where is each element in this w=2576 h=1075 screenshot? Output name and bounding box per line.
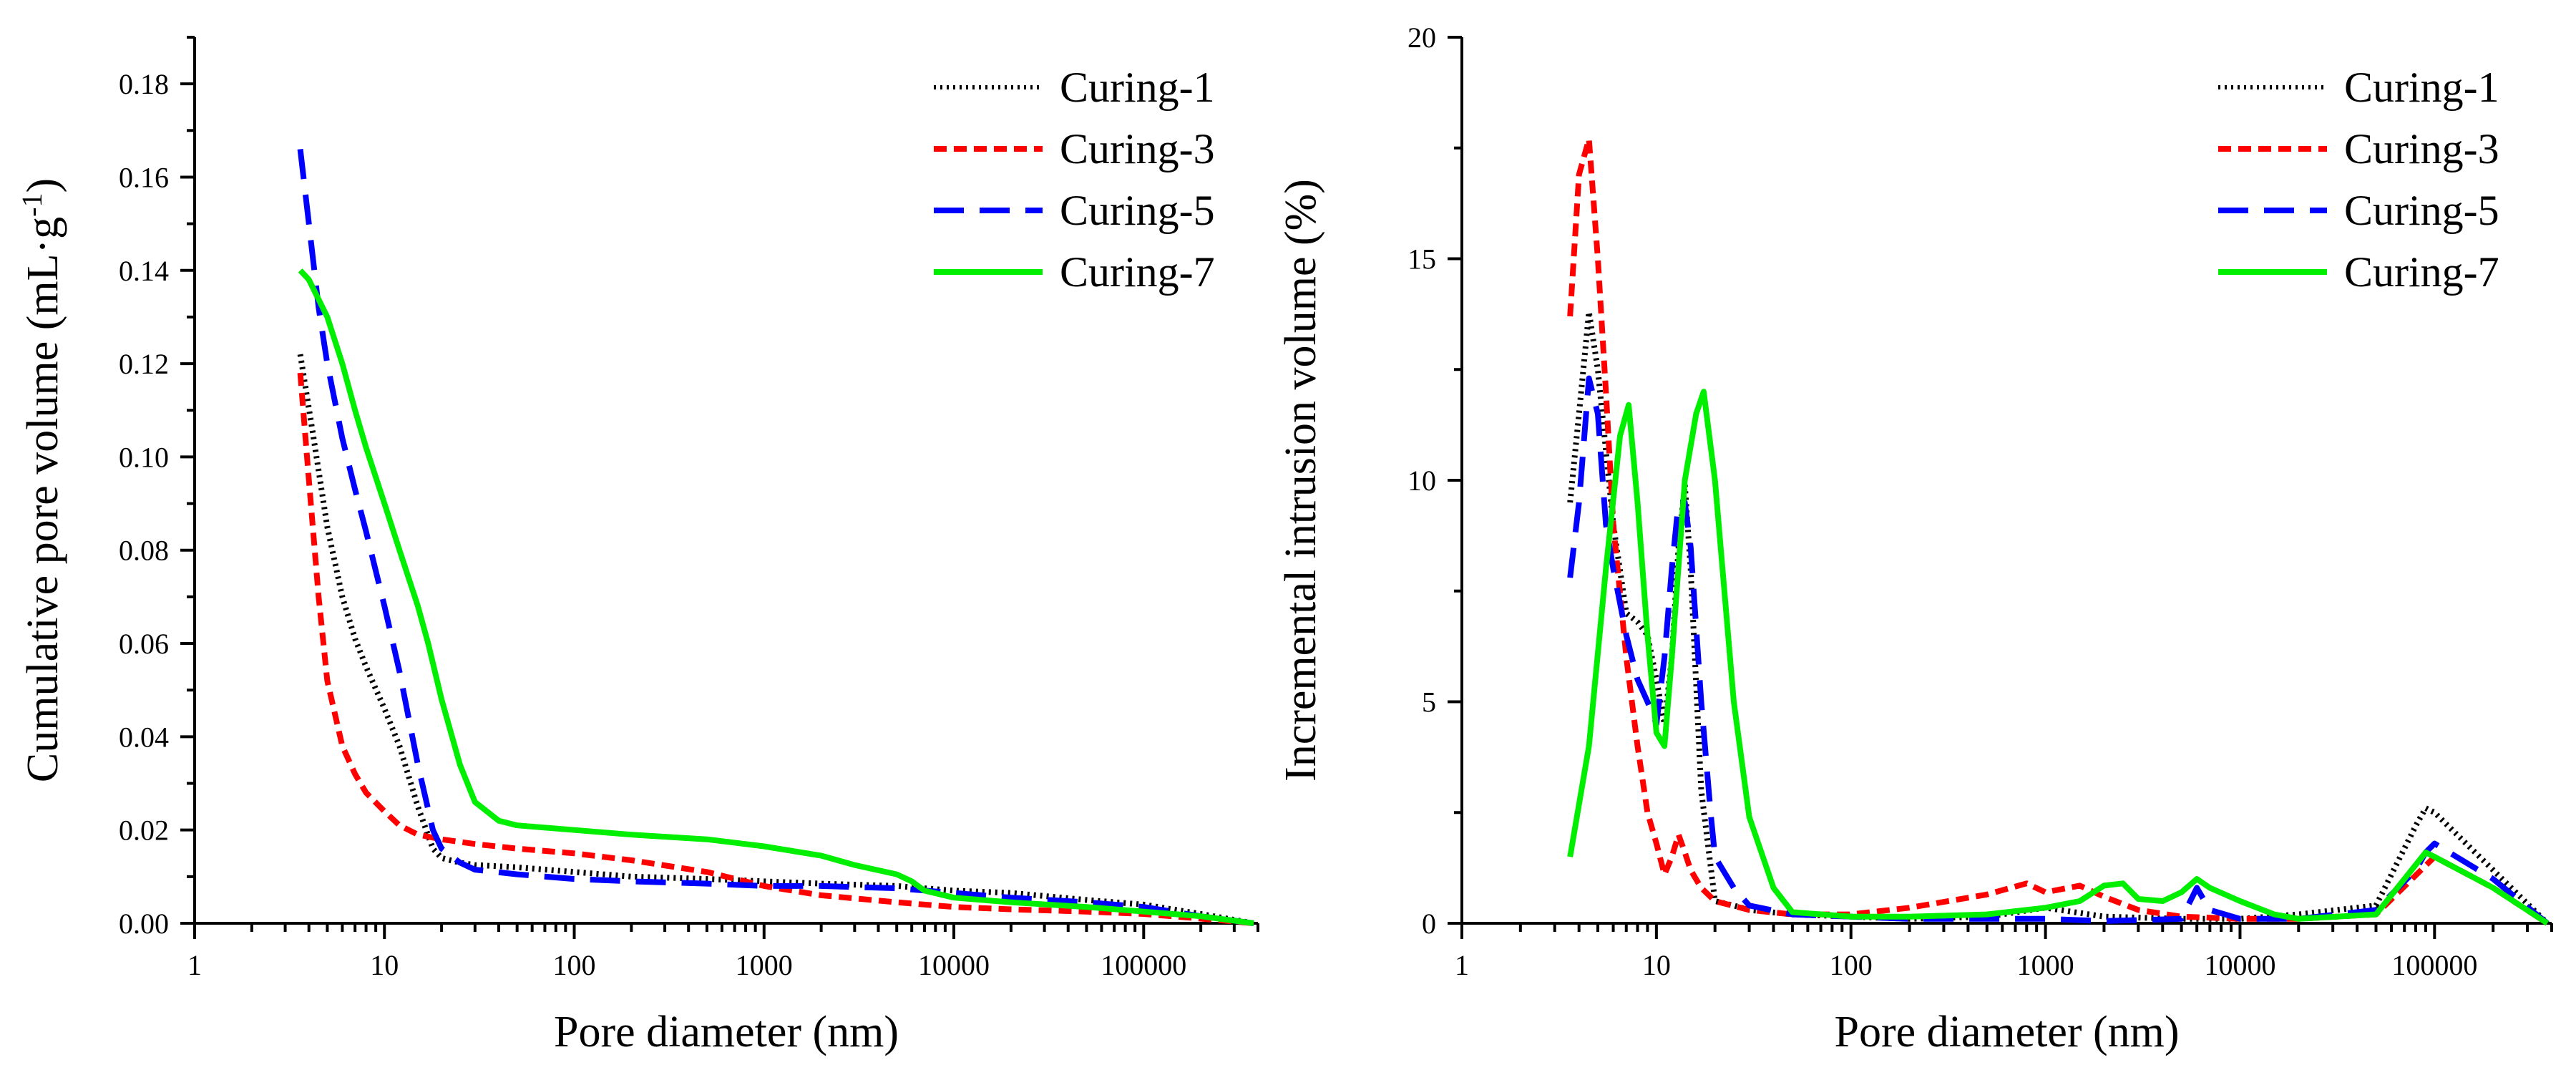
y-axis-label-part: Cumulative pore volume (mL·g <box>19 217 67 782</box>
legend-label-curing-5: Curing-5 <box>2344 187 2499 234</box>
x-axis-label: Pore diameter (nm) <box>554 1008 899 1056</box>
y-tick-label: 0.14 <box>119 255 169 287</box>
series-line-curing-7 <box>1567 389 2550 926</box>
x-tick-label: 100 <box>1830 949 1873 981</box>
legend-label-curing-3: Curing-3 <box>1060 125 1215 172</box>
x-tick-label: 1000 <box>736 949 793 981</box>
y-tick-label: 0.00 <box>119 908 169 940</box>
y-tick-label: 0.04 <box>119 721 169 753</box>
x-axis-label: Pore diameter (nm) <box>1834 1008 2179 1056</box>
y-tick-label: 0.16 <box>119 161 169 193</box>
x-tick-label: 100 <box>553 949 596 981</box>
legend-label-curing-7: Curing-7 <box>1060 248 1215 296</box>
y-tick-label: 15 <box>1407 243 1436 276</box>
x-tick-label: 10000 <box>918 949 990 981</box>
legend-label-curing-3: Curing-3 <box>2344 125 2499 172</box>
x-tick-label: 1 <box>1455 949 1469 981</box>
y-tick-label: 0.06 <box>119 628 169 660</box>
series-line-curing-5 <box>297 148 1254 926</box>
y-tick-label: 0 <box>1422 908 1436 940</box>
legend-label-curing-1: Curing-1 <box>2344 64 2499 111</box>
x-tick-label: 100000 <box>2391 949 2477 981</box>
x-tick-label: 10 <box>370 949 399 981</box>
series-line-curing-5 <box>1567 375 2550 926</box>
x-tick-label: 10000 <box>2204 949 2275 981</box>
x-tick-label: 1000 <box>2017 949 2074 981</box>
series-line-curing-7 <box>298 268 1254 926</box>
y-axis-label-part: Incremental intrusion volume (%) <box>1277 179 1325 782</box>
legend-label-curing-7: Curing-7 <box>2344 248 2499 296</box>
cumulative-pore-volume-chart: 1 10 100 1000 10000 100000 0.00 0.02 0.04 0.06 0.0… <box>16 36 1259 1056</box>
x-tick-label: 1 <box>187 949 202 981</box>
x-tick-label: 10 <box>1642 949 1671 981</box>
legend-label-curing-5: Curing-5 <box>1060 187 1215 234</box>
incremental-intrusion-chart: 1 10 100 1000 10000 100000 0 5 10 15 20 Pore diamet… <box>1277 21 2553 1056</box>
x-tick-label: 100000 <box>1101 949 1186 981</box>
series-line-curing-3 <box>297 372 1254 926</box>
series-line-curing-1 <box>1567 308 2550 925</box>
y-tick-label: 0.18 <box>119 68 169 100</box>
y-tick-label: 0.08 <box>119 535 169 567</box>
y-tick-label: 5 <box>1422 686 1436 719</box>
y-tick-label: 0.10 <box>119 441 169 473</box>
y-axis-label-part: -1 <box>16 193 48 217</box>
legend-label-curing-1: Curing-1 <box>1060 64 1215 111</box>
y-axis-label: Cumulative pore volume (mL·g-1) <box>16 178 68 782</box>
y-axis-label-part: ) <box>19 178 67 193</box>
y-tick-label: 0.02 <box>119 814 169 847</box>
y-axis-label: Incremental intrusion volume (%) <box>1277 179 1325 782</box>
y-tick-label: 20 <box>1407 21 1436 54</box>
y-tick-label: 10 <box>1407 464 1436 497</box>
y-tick-label: 0.12 <box>119 348 169 380</box>
